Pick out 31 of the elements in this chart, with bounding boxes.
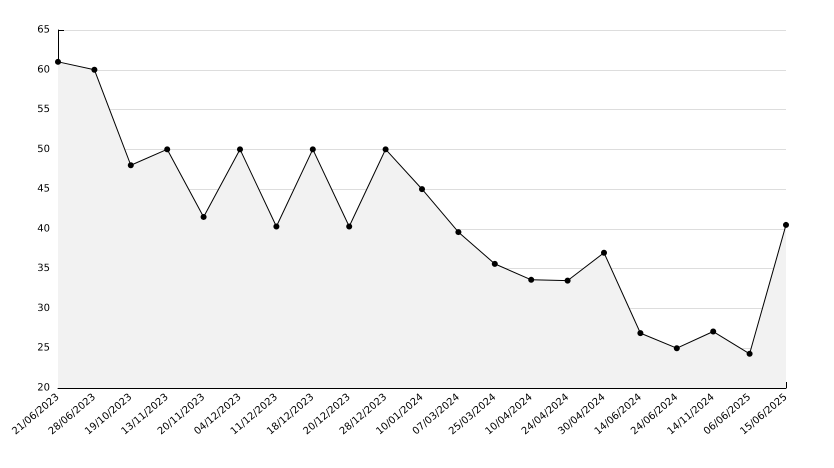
point <box>746 350 753 357</box>
point <box>528 276 534 283</box>
point <box>310 146 316 152</box>
point <box>55 58 61 65</box>
y-tick-label: 25 <box>37 342 50 354</box>
y-tick-label: 55 <box>37 104 50 116</box>
point <box>382 146 389 152</box>
point <box>455 229 462 236</box>
point <box>601 250 607 256</box>
point <box>237 146 243 152</box>
point <box>492 260 498 267</box>
point <box>164 146 170 152</box>
point <box>128 162 134 168</box>
point <box>783 222 789 228</box>
point <box>200 214 207 220</box>
point <box>637 330 644 336</box>
point <box>710 328 716 335</box>
point <box>564 278 571 284</box>
y-tick-label: 60 <box>37 64 50 76</box>
y-tick-label: 30 <box>37 302 50 314</box>
point <box>674 345 680 352</box>
point <box>91 66 98 73</box>
y-tick-label: 20 <box>37 382 50 394</box>
point <box>419 186 425 192</box>
y-tick-label: 45 <box>37 184 50 195</box>
y-tick-label: 35 <box>37 263 50 274</box>
y-tick-label: 65 <box>37 24 50 36</box>
y-tick-label: 50 <box>37 144 50 155</box>
point <box>346 224 352 230</box>
y-tick-label: 40 <box>37 223 50 234</box>
point <box>273 224 280 230</box>
